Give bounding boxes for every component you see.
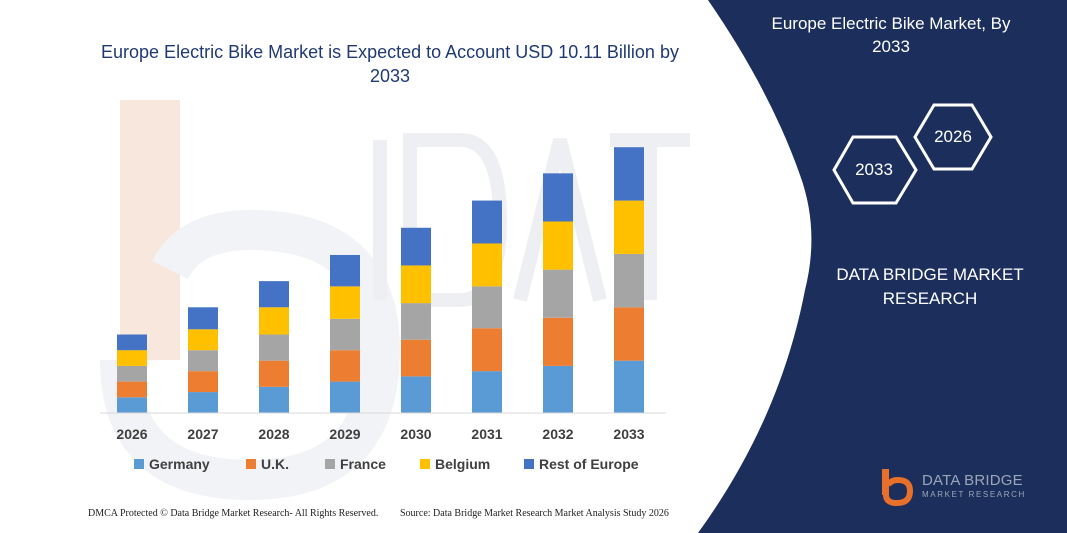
legend: Germany U.K. France Belgium Rest of Europe (134, 456, 639, 472)
x-tick-label-2028: 2028 (258, 426, 289, 442)
legend-label: Germany (149, 456, 210, 472)
bar-segment-2031-5 (472, 200, 502, 244)
bar-segment-2032-3 (543, 269, 573, 318)
bar-segment-2030-3 (401, 303, 431, 340)
bar-segment-2032-2 (543, 317, 573, 366)
legend-swatch (524, 459, 534, 469)
bar-segment-2031-1 (472, 371, 502, 413)
bar-segment-2033-3 (614, 253, 644, 308)
legend-item-5: Rest of Europe (524, 456, 639, 472)
copyright-notice: DMCA Protected © Data Bridge Market Rese… (88, 508, 379, 519)
hex-year-2026: 2026 (934, 127, 972, 146)
legend-label: France (340, 456, 386, 472)
legend-label: Rest of Europe (539, 456, 639, 472)
bar-segment-2031-3 (472, 286, 502, 329)
legend-swatch (246, 459, 256, 469)
chart-title: Europe Electric Bike Market is Expected … (101, 42, 679, 86)
legend-item-1: Germany (134, 456, 210, 472)
bar-segment-2026-5 (117, 334, 147, 351)
bar-segment-2026-3 (117, 365, 147, 382)
bar-segment-2026-1 (117, 397, 147, 413)
bars-layer (117, 147, 644, 413)
x-tick-label-2026: 2026 (116, 426, 147, 442)
bar-segment-2030-5 (401, 227, 431, 266)
bar-segment-2028-2 (259, 360, 289, 387)
x-tick-label-2033: 2033 (613, 426, 644, 442)
bar-segment-2029-4 (330, 286, 360, 319)
bar-segment-2028-4 (259, 307, 289, 335)
bar-segment-2032-5 (543, 173, 573, 222)
bar-segment-2026-2 (117, 381, 147, 398)
bar-segment-2029-3 (330, 318, 360, 351)
bar-segment-2033-1 (614, 360, 644, 413)
legend-swatch (134, 459, 144, 469)
x-ticks-layer: 2026 2027 2028 2029 2030 2031 2032 2033 (116, 426, 644, 442)
logo-tagline: MARKET RESEARCH (922, 490, 1026, 499)
x-tick-label-2030: 2030 (400, 426, 431, 442)
bar-segment-2026-4 (117, 350, 147, 366)
legend-label: U.K. (261, 456, 289, 472)
bar-segment-2027-4 (188, 329, 218, 351)
bar-segment-2030-1 (401, 376, 431, 413)
panel-brand: DATA BRIDGE MARKET RESEARCH (836, 265, 1024, 308)
company-logo: DATA BRIDGE MARKET RESEARCH (878, 466, 1038, 506)
bar-segment-2032-1 (543, 365, 573, 413)
bar-segment-2027-3 (188, 350, 218, 372)
x-tick-label-2027: 2027 (187, 426, 218, 442)
bar-segment-2027-2 (188, 371, 218, 393)
bar-segment-2033-2 (614, 307, 644, 361)
bar-segment-2028-1 (259, 386, 289, 413)
bar-segment-2028-3 (259, 334, 289, 361)
legend-item-4: Belgium (420, 456, 490, 472)
logo-mark-icon (882, 469, 914, 506)
legend-label: Belgium (435, 456, 490, 472)
bar-segment-2031-4 (472, 243, 502, 287)
bar-segment-2033-5 (614, 147, 644, 201)
legend-item-2: U.K. (246, 456, 289, 472)
bar-segment-2029-5 (330, 254, 360, 287)
legend-swatch (325, 459, 335, 469)
legend-swatch (420, 459, 430, 469)
bar-segment-2033-4 (614, 200, 644, 254)
bar-segment-2030-4 (401, 265, 431, 304)
logo-name: DATA BRIDGE (922, 472, 1023, 489)
bar-segment-2032-4 (543, 221, 573, 270)
bar-segment-2027-1 (188, 392, 218, 413)
bar-segment-2029-1 (330, 381, 360, 413)
x-tick-label-2032: 2032 (542, 426, 573, 442)
hex-year-2033: 2033 (855, 160, 893, 179)
bar-segment-2031-2 (472, 328, 502, 372)
bar-segment-2029-2 (330, 350, 360, 382)
x-tick-label-2029: 2029 (329, 426, 360, 442)
bar-segment-2028-5 (259, 281, 289, 308)
source-note: Source: Data Bridge Market Research Mark… (400, 508, 669, 519)
panel-title: Europe Electric Bike Market, By 2033 (771, 14, 1011, 56)
bar-segment-2030-2 (401, 339, 431, 377)
legend-item-3: France (325, 456, 386, 472)
bar-segment-2027-5 (188, 307, 218, 330)
x-tick-label-2031: 2031 (471, 426, 502, 442)
